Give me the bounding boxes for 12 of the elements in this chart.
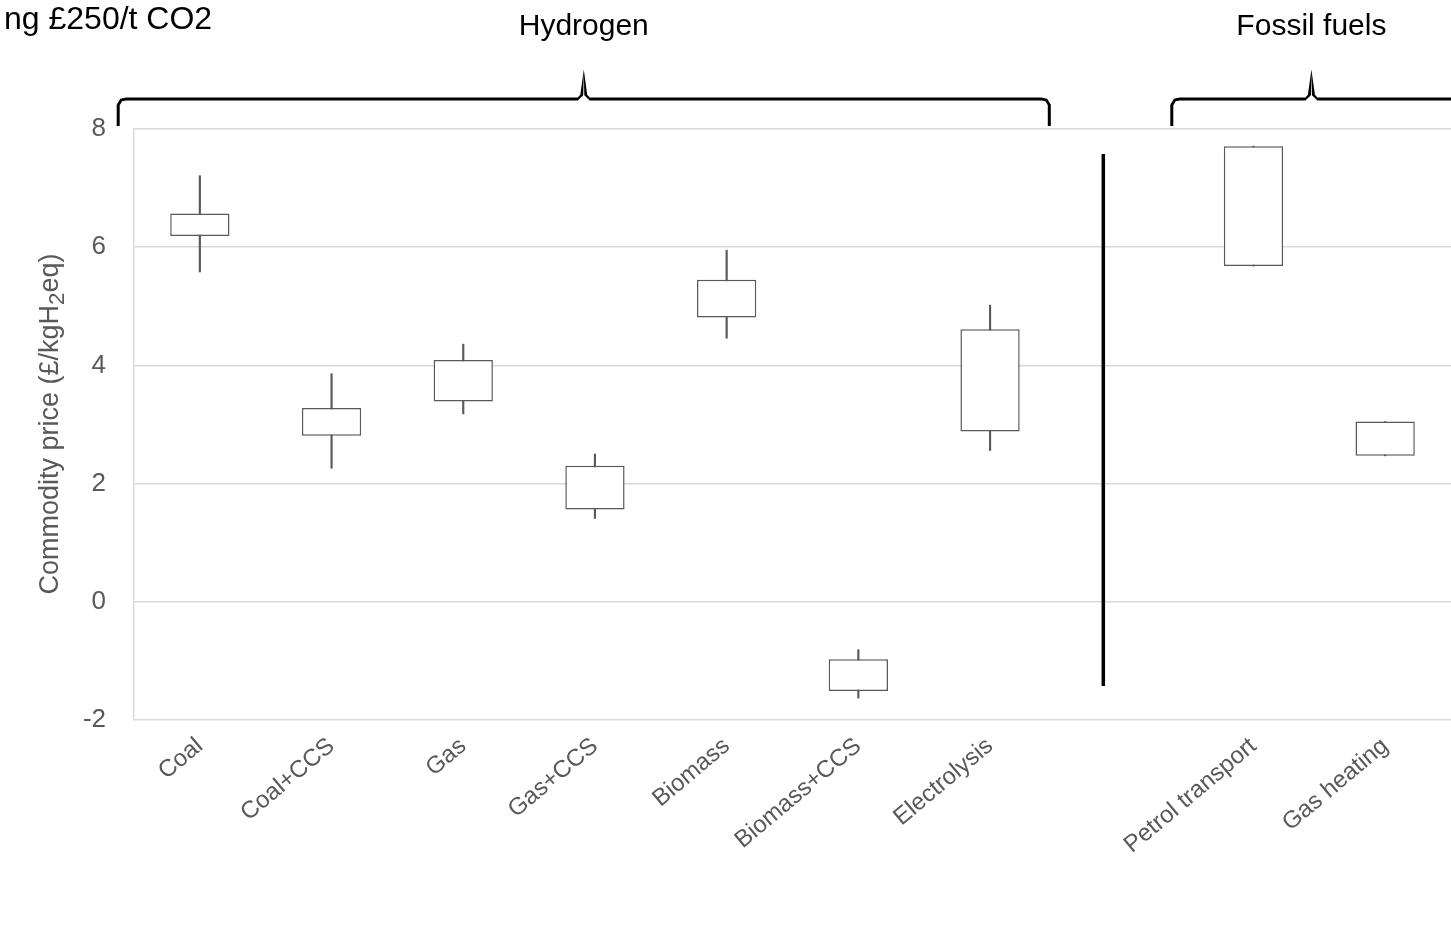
chart-title: ng £250/t CO2 bbox=[4, 0, 213, 37]
y-tick-label: 4 bbox=[91, 348, 106, 379]
y-tick-label: -2 bbox=[82, 703, 106, 734]
y-tick-label: 8 bbox=[91, 112, 106, 143]
x-tick-label: Coal bbox=[152, 731, 208, 784]
y-tick-label: 2 bbox=[91, 466, 106, 497]
candlestick bbox=[301, 373, 362, 469]
x-tick-label: Gas bbox=[419, 731, 471, 781]
text: Fossil fuels bbox=[1236, 8, 1387, 42]
text: Hydrogen bbox=[518, 8, 649, 42]
y-tick-label: 0 bbox=[91, 584, 106, 615]
y-tick-label: 6 bbox=[91, 230, 106, 261]
